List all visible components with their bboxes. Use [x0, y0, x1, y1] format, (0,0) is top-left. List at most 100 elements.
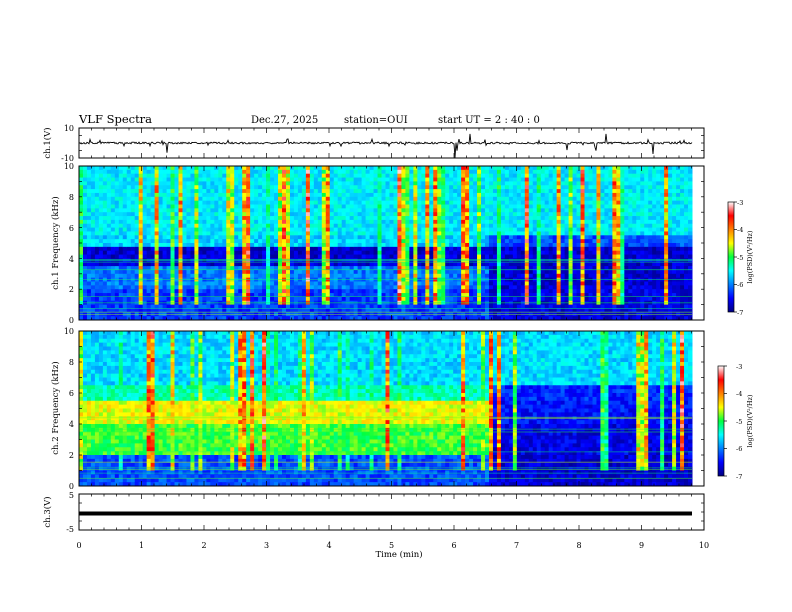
spec1-cell	[405, 212, 410, 217]
spec1-cell	[98, 308, 104, 313]
spec1-cell	[190, 246, 195, 252]
spec1-cell	[481, 192, 486, 198]
spec1-cell	[278, 266, 283, 271]
spec1-cell	[469, 169, 474, 175]
spec1-cell	[278, 185, 283, 190]
spec1-cell	[297, 254, 303, 259]
spec1-cell	[230, 239, 235, 244]
spec1-cell	[524, 223, 530, 229]
spec1-cell	[146, 316, 152, 321]
spec1-cell	[425, 273, 430, 279]
spec1-cell	[369, 293, 375, 298]
spec1-cell	[512, 185, 518, 190]
spec1-cell	[421, 293, 426, 298]
spec1-cell	[317, 262, 323, 267]
spec1-cell	[520, 262, 526, 267]
spec1-cell	[421, 216, 426, 221]
spec1-cell	[254, 169, 259, 175]
spec1-cell	[337, 246, 343, 252]
spec1-cell	[544, 289, 550, 294]
spec1-cell	[285, 239, 291, 244]
spec1-cell	[79, 177, 84, 182]
spec1-cell	[226, 212, 231, 217]
spec1-cell	[413, 227, 418, 232]
spec1-cell	[289, 208, 295, 213]
spec1-cell	[357, 308, 363, 313]
spec1-cell	[508, 173, 514, 179]
spec1-cell	[186, 266, 191, 271]
spec1-cell	[254, 266, 259, 271]
spec1-cell	[178, 243, 183, 248]
spec1-cell	[365, 212, 371, 217]
spec1-cell	[214, 281, 219, 286]
spec1-cell	[234, 223, 239, 229]
spec1-cell	[270, 200, 275, 205]
spec1-cell	[512, 231, 518, 236]
spec1-cell	[98, 281, 104, 286]
spec1-cell	[393, 181, 398, 186]
spec1-cell	[441, 243, 446, 248]
spec1-cell	[528, 204, 534, 209]
spec1-cell	[465, 208, 470, 213]
spec1-cell	[548, 196, 554, 202]
spec1-cell	[246, 192, 251, 198]
spec1-cell	[282, 200, 287, 205]
spec1-cell	[560, 243, 566, 248]
spec1-cell	[528, 181, 534, 186]
spec1-cell	[182, 185, 187, 190]
spec1-cell	[142, 227, 148, 232]
spec1-cell	[397, 285, 402, 290]
spec1-cell	[377, 281, 383, 286]
spec1-cell	[234, 266, 239, 271]
spec1-cell	[445, 235, 450, 240]
spec1-cell	[481, 181, 486, 186]
spec1-cell	[341, 285, 347, 290]
spec1-cell	[524, 177, 530, 182]
spec1-cell	[282, 223, 287, 229]
spec1-cell	[421, 304, 426, 309]
spec1-cell	[389, 177, 394, 182]
spec1-cell	[337, 204, 343, 209]
spec1-cell	[337, 281, 343, 286]
spec1-cell	[118, 308, 124, 313]
spec1-cell	[361, 200, 367, 205]
spec1-cell	[500, 169, 506, 175]
spec1-cell	[98, 239, 104, 244]
spec1-cell	[433, 181, 438, 186]
spec1-cell	[150, 185, 156, 190]
spec1-cell	[218, 196, 223, 202]
spec1-cell	[86, 289, 92, 294]
spec1-cell	[449, 308, 454, 313]
spec1-cell	[242, 231, 247, 236]
spec1-cell	[496, 212, 502, 217]
spec1-cell	[381, 169, 386, 175]
spec1-cell	[504, 216, 510, 221]
spec1-cell	[79, 235, 84, 240]
spec1-cell	[405, 200, 410, 205]
spec1-cell	[114, 212, 120, 217]
spec1-cell	[496, 289, 502, 294]
spec1-cell	[520, 216, 526, 221]
spec1-cell	[118, 212, 124, 217]
spec1-cell	[477, 227, 482, 232]
spec1-cell	[146, 246, 152, 252]
spec1-cell	[198, 219, 203, 225]
spec1-cell	[409, 273, 414, 279]
spec1-cell	[457, 212, 462, 217]
spec1-cell	[234, 296, 239, 302]
spec1-cell	[246, 293, 251, 298]
spec1-cell	[429, 281, 434, 286]
spec1-cell	[301, 273, 307, 279]
spec1-cell	[520, 239, 526, 244]
spec1-cell	[98, 208, 104, 213]
spec1-cell	[457, 254, 462, 259]
spec1-cell	[337, 296, 343, 302]
spec1-cell	[461, 185, 466, 190]
spec1-cell	[441, 200, 446, 205]
spec1-cell	[401, 200, 406, 205]
spec1-cell	[481, 304, 486, 309]
spec1-cell	[162, 293, 168, 298]
spec1-cell	[473, 269, 478, 275]
spec1-cell	[186, 216, 191, 221]
spec1-cell	[437, 231, 442, 236]
